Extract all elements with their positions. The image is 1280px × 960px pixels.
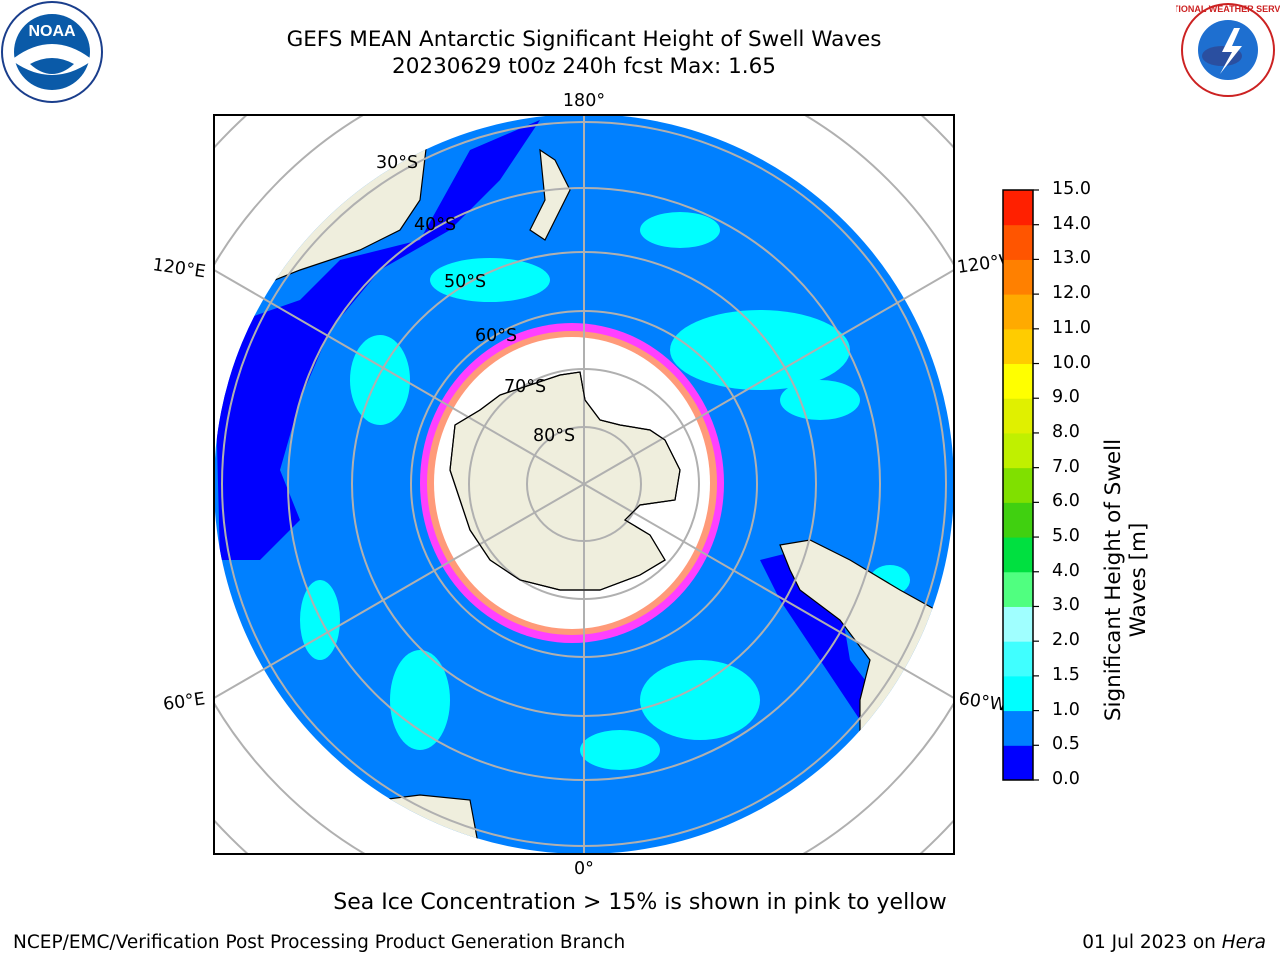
nws-logo: NATIONAL WEATHER SERVICE (1176, 3, 1280, 97)
colorbar-swatch (1003, 294, 1033, 330)
colorbar-swatch (1003, 224, 1033, 260)
colorbar-tick-label: 1.5 (1052, 664, 1080, 685)
noaa-logo-text: NOAA (28, 23, 76, 40)
colorbar-swatch (1003, 432, 1033, 469)
colorbar-swatch (1003, 571, 1033, 607)
chart-subtitle: 20230629 t00z 240h fcst Max: 1.65 (392, 54, 776, 79)
colorbar-tick-label: 12.0 (1052, 283, 1091, 304)
colorbar-swatch (1003, 606, 1033, 642)
colorbar-swatch (1003, 502, 1033, 538)
colorbar-tick-label: 4.0 (1052, 560, 1080, 581)
nws-logo-text: NATIONAL WEATHER SERVICE (1176, 4, 1280, 14)
parallel-label-30: 30°S (376, 153, 418, 173)
meridian-label-120e: 120°E (151, 255, 206, 282)
colorbar-swatch (1003, 675, 1033, 712)
footer-branch: NCEP/EMC/Verification Post Processing Pr… (13, 932, 626, 953)
colorbar-tick-label: 3.0 (1052, 595, 1080, 616)
meridian-label-60w: 60°W (957, 689, 1008, 716)
parallel-label-70: 70°S (504, 377, 546, 397)
high-swell-patches (300, 212, 910, 770)
colorbar-swatch (1003, 363, 1033, 399)
colorbar-swatch (1003, 745, 1033, 781)
colorbar-swatch (1003, 259, 1033, 295)
parallel-label-80: 80°S (533, 426, 575, 446)
sea-ice-note: Sea Ice Concentration > 15% is shown in … (333, 890, 947, 915)
parallel-label-40: 40°S (414, 215, 456, 235)
new-zealand (529, 148, 571, 241)
colorbar-title-line1: Significant Height of Swell (1101, 438, 1126, 722)
colorbar-tick-label: 5.0 (1052, 526, 1080, 547)
colorbar-tick-label: 8.0 (1052, 421, 1080, 442)
colorbar (1002, 189, 1039, 781)
parallel-label-50: 50°S (444, 272, 486, 292)
colorbar-tick-label: 13.0 (1052, 248, 1091, 269)
colorbar-swatch (1003, 641, 1033, 677)
low-swell-region-west (214, 120, 540, 560)
colorbar-tick-label: 10.0 (1052, 352, 1091, 373)
chart-title: GEFS MEAN Antarctic Significant Height o… (286, 27, 882, 52)
meridian-label-0: 0° (574, 859, 594, 879)
colorbar-swatch (1003, 398, 1033, 434)
colorbar-tick-label: 2.0 (1052, 630, 1080, 651)
colorbar-tick-label: 9.0 (1052, 387, 1080, 408)
colorbar-swatch (1003, 190, 1033, 226)
parallel-label-60: 60°S (475, 326, 517, 346)
colorbar-tick-label: 0.5 (1052, 734, 1080, 755)
meridian-label-180: 180° (563, 91, 605, 111)
colorbar-tick-label: 15.0 (1052, 179, 1091, 199)
colorbar-tick-label: 0.0 (1052, 769, 1080, 789)
colorbar-tick-label: 11.0 (1052, 317, 1091, 338)
footer-date-text: 01 Jul 2023 on (1082, 932, 1222, 953)
meridian-label-60e: 60°E (162, 689, 206, 715)
map-frame (213, 114, 955, 855)
colorbar-title-line2: Waves [m] (1126, 522, 1151, 638)
colorbar-tick-label: 7.0 (1052, 456, 1080, 477)
colorbar-swatch (1003, 710, 1033, 746)
colorbar-tick-label: 14.0 (1052, 213, 1091, 234)
colorbar-swatch (1003, 537, 1033, 573)
longitude-grid (214, 115, 954, 854)
colorbar-swatch (1003, 328, 1033, 365)
footer-host: Hera (1221, 932, 1266, 953)
colorbar-swatch (1003, 467, 1033, 503)
footer-date: 01 Jul 2023 on Hera (1082, 932, 1266, 953)
colorbar-tick-label: 6.0 (1052, 491, 1080, 512)
noaa-logo: NOAA (1, 1, 103, 103)
colorbar-tick-label: 1.0 (1052, 699, 1080, 720)
